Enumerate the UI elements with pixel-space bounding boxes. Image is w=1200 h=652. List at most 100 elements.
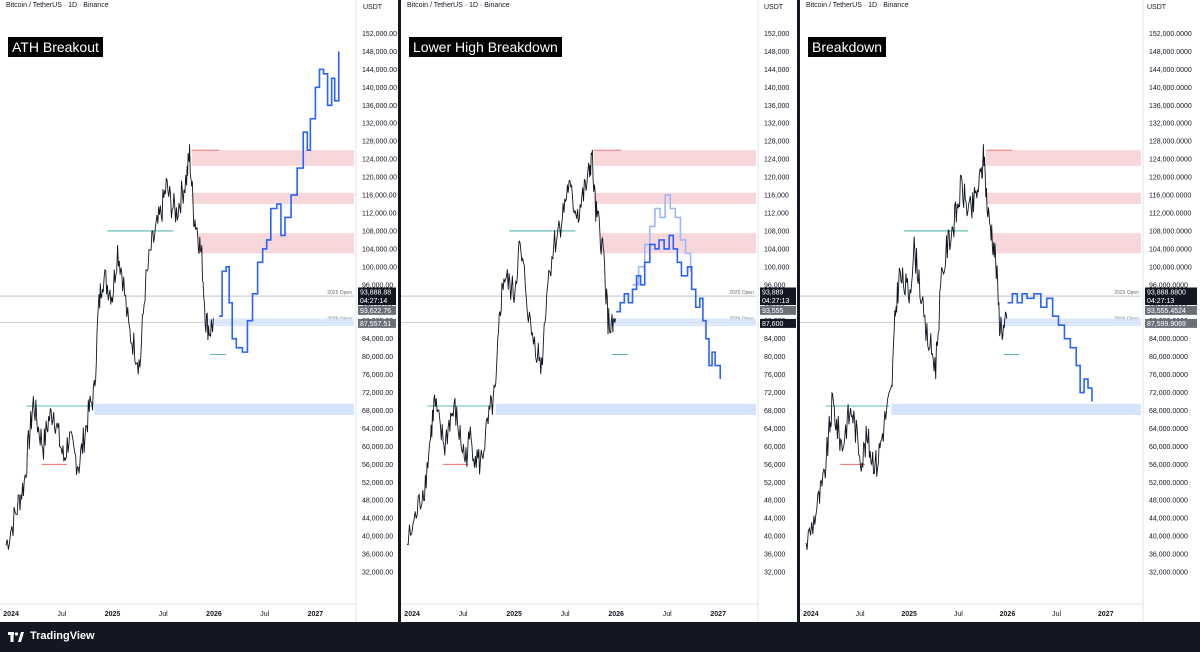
x-tick-label: Jul — [159, 611, 168, 618]
price-tag-label: 93,888.88 — [360, 289, 391, 296]
y-tick-label: 120,000 — [764, 175, 789, 182]
y-tick-label: 44,000.00 — [362, 516, 393, 523]
y-tick-label: 136,000.0000 — [1149, 103, 1192, 110]
resistance-zone — [593, 192, 756, 205]
price-tag — [358, 305, 396, 315]
y-tick-label: 144,000.0000 — [1149, 67, 1192, 74]
y-tick-label: 40,000 — [764, 534, 786, 541]
y-tick-label: 136,000.00 — [362, 103, 397, 110]
x-tick-label: 2025 — [105, 611, 121, 618]
support-zone — [94, 403, 355, 415]
y-tick-label: 124,000.0000 — [1149, 157, 1192, 164]
y-tick-label: 68,000.0000 — [1149, 408, 1188, 415]
x-tick-label: Jul — [856, 611, 865, 618]
y-tick-label: 32,000 — [764, 570, 786, 577]
y-tick-label: 140,000.0000 — [1149, 85, 1192, 92]
chart-panel-lower-high-breakdown[interactable]: 152,000 148,000 144,000 140,000 136,000 132,0… — [401, 0, 797, 622]
y-tick-label: 52,000.00 — [362, 480, 393, 487]
price-tag-label: 93,555 — [762, 308, 784, 315]
y-tick-label: 52,000 — [764, 480, 786, 487]
brand-logo[interactable]: TradingView — [8, 630, 95, 642]
y-tick-label: 36,000.0000 — [1149, 552, 1188, 559]
chart-panel-ath-breakout[interactable]: 152,000.00 148,000.00 144,000.00 140,000.00… — [0, 0, 398, 622]
y-tick-label: 48,000.0000 — [1149, 498, 1188, 505]
y-tick-label: 128,000 — [764, 139, 789, 146]
y-tick-label: 32,000.00 — [362, 570, 393, 577]
y-tick-label: 44,000 — [764, 516, 786, 523]
price-tag — [760, 305, 796, 315]
x-tick-label: Jul — [561, 611, 570, 618]
x-tick-label: 2027 — [308, 611, 324, 618]
projection-path-faint — [632, 194, 692, 286]
x-tick-label: 2027 — [1098, 611, 1114, 618]
y-tick-label: 76,000.00 — [362, 372, 393, 379]
price-chart[interactable]: 152,000 148,000 144,000 140,000 136,000 132,0… — [401, 0, 797, 622]
y-tick-label: 144,000.00 — [362, 67, 397, 74]
y-tick-label: 68,000.00 — [362, 408, 393, 415]
y-tick-label: 120,000.0000 — [1149, 175, 1192, 182]
price-tag — [1145, 318, 1197, 328]
y-tick-label: 116,000 — [764, 193, 789, 200]
y-tick-label: 68,000 — [764, 408, 786, 415]
y-tick-label: 124,000.00 — [362, 157, 397, 164]
reference-line-label: 2025 Open — [729, 290, 754, 296]
x-tick-label: 2025 — [506, 611, 522, 618]
y-tick-label: 96,000.0000 — [1149, 282, 1188, 289]
y-tick-label: 152,000 — [764, 31, 789, 38]
price-tag-label: 04:27:13 — [762, 298, 789, 305]
open-zone — [607, 318, 756, 327]
y-tick-label: 44,000.0000 — [1149, 516, 1188, 523]
support-zone — [495, 403, 756, 415]
y-tick-label: 76,000.0000 — [1149, 372, 1188, 379]
y-tick-label: 80,000 — [764, 354, 786, 361]
price-tag — [760, 296, 796, 306]
price-tag — [760, 287, 796, 297]
resistance-zone — [599, 233, 756, 254]
y-tick-label: 72,000.00 — [362, 390, 393, 397]
y-tick-label: 112,000.0000 — [1149, 210, 1191, 217]
price-chart[interactable]: 152,000.0000 148,000.0000 144,000.0000 140,… — [800, 0, 1200, 622]
symbol-title: Bitcoin / TetherUS · 1D · Binance — [407, 2, 510, 9]
y-tick-label: 48,000.00 — [362, 498, 393, 505]
x-tick-label: 2027 — [710, 611, 726, 618]
x-tick-label: Jul — [57, 611, 66, 618]
x-tick-label: Jul — [1052, 611, 1061, 618]
currency-unit: USDT — [764, 4, 784, 11]
price-tag-label: 93,622.76 — [360, 308, 391, 315]
x-tick-label: 2024 — [3, 611, 19, 618]
price-tag-label: 87,557.51 — [360, 321, 391, 328]
y-tick-label: 36,000.00 — [362, 552, 393, 559]
scenario-label: Breakdown — [808, 37, 887, 57]
x-tick-label: Jul — [260, 611, 269, 618]
y-tick-label: 152,000.0000 — [1149, 31, 1192, 38]
resistance-zone — [593, 150, 756, 166]
price-tag — [760, 318, 796, 328]
x-tick-label: Jul — [954, 611, 963, 618]
brand-name: TradingView — [30, 630, 95, 642]
price-history — [805, 144, 1008, 550]
price-tag-label: 87,599.9069 — [1147, 321, 1186, 328]
reference-line-label: 2025 Open — [327, 290, 352, 296]
y-tick-label: 100,000 — [764, 264, 789, 271]
y-tick-label: 76,000 — [764, 372, 786, 379]
symbol-title: Bitcoin / TetherUS · 1D · Binance — [6, 2, 109, 9]
reference-line-label: 2025 Open — [1114, 290, 1139, 296]
y-tick-label: 132,000.00 — [362, 121, 397, 128]
y-tick-label: 116,000.0000 — [1149, 193, 1191, 200]
resistance-zone — [191, 150, 354, 166]
x-tick-label: 2024 — [803, 611, 819, 618]
y-tick-label: 48,000 — [764, 498, 786, 505]
price-tag — [358, 296, 396, 306]
y-tick-label: 132,000 — [764, 121, 789, 128]
y-tick-label: 80,000.0000 — [1149, 354, 1188, 361]
price-tag-label: 93,888.8800 — [1147, 289, 1186, 296]
y-tick-label: 60,000.0000 — [1149, 444, 1188, 451]
y-tick-label: 52,000.0000 — [1149, 480, 1188, 487]
support-zone — [891, 403, 1141, 415]
y-tick-label: 124,000 — [764, 157, 789, 164]
y-tick-label: 120,000.00 — [362, 175, 397, 182]
chart-panel-breakdown[interactable]: 152,000.0000 148,000.0000 144,000.0000 140,… — [800, 0, 1200, 622]
price-tag-label: 04:27:13 — [1147, 298, 1174, 305]
y-tick-label: 72,000.0000 — [1149, 390, 1188, 397]
price-chart[interactable]: 152,000.00 148,000.00 144,000.00 140,000.00… — [0, 0, 398, 622]
